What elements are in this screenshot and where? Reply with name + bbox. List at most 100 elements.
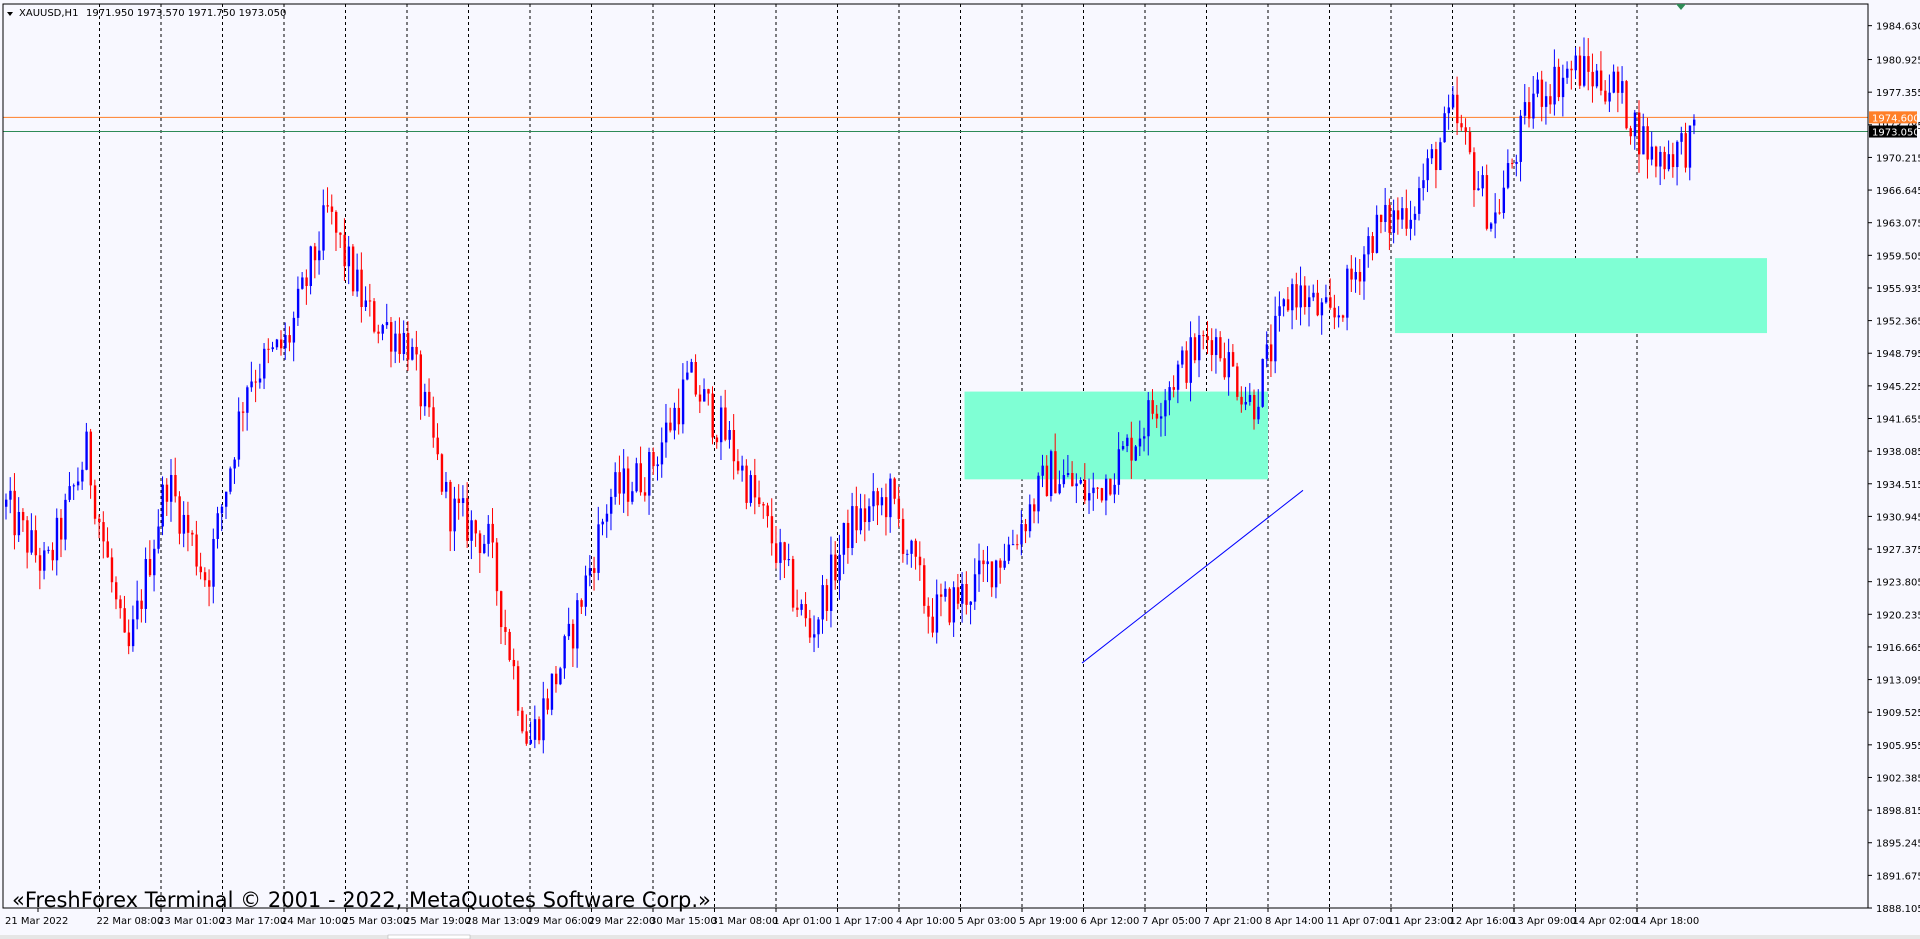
candle-body <box>127 632 131 647</box>
candle-body <box>246 387 249 413</box>
candle-body <box>774 543 778 563</box>
trendline <box>1081 489 1304 664</box>
candle-body <box>918 556 922 566</box>
candle-body <box>377 331 380 334</box>
candle-body <box>466 498 469 541</box>
candle-body <box>952 587 956 623</box>
candle-body <box>1041 465 1044 476</box>
candle-body <box>1248 395 1252 402</box>
time-label: 13 Apr 09:00 <box>1511 916 1576 927</box>
candle-body <box>990 561 994 588</box>
candle-body <box>851 506 854 549</box>
candle-body <box>1016 544 1019 546</box>
candle-body <box>1020 524 1023 545</box>
candle-body <box>876 491 879 506</box>
price-label: 1941.655 <box>1876 414 1920 425</box>
candle-body <box>1671 154 1675 168</box>
candle-body <box>55 517 59 561</box>
candle-body <box>1354 271 1357 280</box>
candle-body <box>965 584 968 605</box>
chart-shift-marker-icon[interactable] <box>1676 4 1686 10</box>
candle-body <box>1371 236 1374 253</box>
candle-body <box>1172 387 1176 390</box>
candle-body <box>1113 484 1116 495</box>
candle-body <box>758 497 761 505</box>
candle-body <box>1269 344 1273 362</box>
candle-body <box>326 205 329 207</box>
candle-body <box>343 234 346 267</box>
candle-body <box>174 475 177 497</box>
candle-body <box>237 411 241 460</box>
candle-body <box>220 506 224 514</box>
candle-body <box>1092 487 1095 494</box>
scroll-tab[interactable] <box>387 934 471 939</box>
candle-body <box>829 554 833 611</box>
price-label: 1966.645 <box>1876 186 1920 197</box>
time-label: 29 Mar 06:00 <box>527 916 594 927</box>
candle-body <box>1265 344 1269 359</box>
time-label: 8 Apr 14:00 <box>1265 916 1324 927</box>
candle-body <box>813 634 816 638</box>
candle-body <box>444 481 448 492</box>
candle-body <box>906 553 909 555</box>
candle-body <box>1464 127 1467 133</box>
candle-body <box>521 710 524 732</box>
candle-body <box>1549 96 1552 105</box>
candle-body <box>76 481 80 486</box>
candle-body <box>593 568 596 573</box>
candle-body <box>114 582 118 600</box>
candle-body <box>1282 299 1286 307</box>
price-label: 1905.955 <box>1876 741 1920 752</box>
candle-body <box>199 566 203 573</box>
time-label: 25 Mar 19:00 <box>404 916 471 927</box>
time-label: 23 Mar 01:00 <box>158 916 225 927</box>
candle-body <box>1489 223 1493 229</box>
candle-body <box>495 542 499 592</box>
price-label: 1980.925 <box>1876 56 1920 67</box>
candle-body <box>618 472 621 494</box>
candle-body <box>711 393 714 438</box>
candle-body <box>1045 465 1049 497</box>
time-label: 6 Apr 12:00 <box>1081 916 1140 927</box>
candle-body <box>677 407 681 425</box>
candle-body <box>669 422 672 431</box>
candle-body <box>1528 102 1531 119</box>
candle-body <box>263 348 266 379</box>
candle-body <box>275 339 279 348</box>
candle-body <box>648 452 651 496</box>
candle-body <box>542 698 545 741</box>
candle-body <box>1557 66 1561 98</box>
candle-body <box>1477 188 1480 191</box>
candle-body <box>622 468 626 494</box>
candle-body <box>271 347 274 350</box>
candle-body <box>169 475 173 502</box>
candle-body <box>1011 544 1015 546</box>
candle-body <box>1240 396 1243 405</box>
candle-body <box>1138 438 1142 447</box>
time-label: 30 Mar 15:00 <box>650 916 717 927</box>
candle-body <box>1346 268 1349 318</box>
candle-body <box>59 517 63 540</box>
candle-body <box>292 317 296 343</box>
candle-body <box>1667 154 1671 170</box>
candle-body <box>673 407 676 431</box>
candle-body <box>546 698 549 710</box>
candle-body <box>1650 146 1654 160</box>
price-scale[interactable]: 1984.6301980.9251977.3551973.7851970.215… <box>1868 22 1920 915</box>
candle-body <box>1566 68 1569 78</box>
candle-body <box>1612 71 1616 93</box>
candle-body <box>1468 132 1472 153</box>
candle-body <box>567 623 571 637</box>
time-label: 4 Apr 10:00 <box>896 916 955 927</box>
candle-body <box>21 511 25 521</box>
dropdown-triangle-icon[interactable] <box>7 12 13 16</box>
candle-body <box>605 513 609 522</box>
candle-body <box>457 498 461 503</box>
candle-body <box>961 584 964 604</box>
candle-body <box>584 575 587 607</box>
price-label: 1913.095 <box>1876 676 1920 687</box>
price-label: 1938.085 <box>1876 447 1920 458</box>
